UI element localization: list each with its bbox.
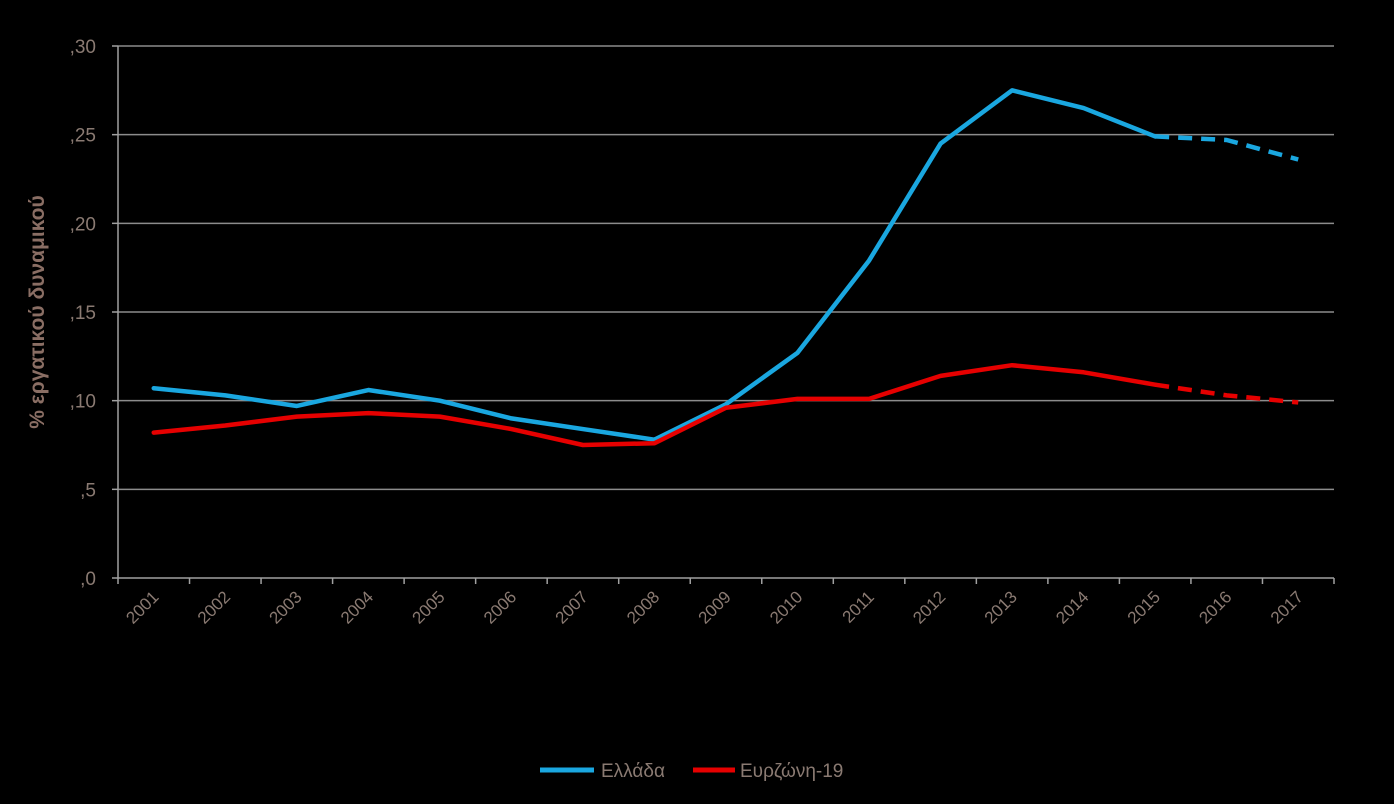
x-tick-label: 2016 [1195, 587, 1235, 627]
y-tick-labels: ,0 ,5 ,10 ,15 ,20 ,25 ,30 [70, 37, 96, 590]
x-tick-label: 2013 [981, 587, 1021, 627]
data-point [1082, 106, 1086, 110]
y-tick-label: ,0 [80, 569, 96, 590]
axis-layer [112, 45, 1335, 584]
data-point [366, 411, 370, 415]
x-tick-label: 2014 [1052, 587, 1092, 627]
legend: Ελλάδα Ευρζώνη-19 [540, 761, 843, 782]
data-point [438, 415, 442, 419]
x-tick-label: 2002 [194, 587, 234, 627]
x-tick-label: 2008 [623, 587, 663, 627]
x-tick-label: 2017 [1267, 587, 1307, 627]
x-tick-label: 2011 [839, 587, 878, 626]
x-tick-label: 2004 [337, 587, 377, 627]
data-point [1153, 383, 1157, 387]
data-point [581, 443, 585, 447]
legend-label-1: Ελλάδα [601, 761, 665, 782]
data-point [295, 415, 299, 419]
data-point [796, 351, 800, 355]
data-point [1225, 138, 1229, 142]
x-tick-label: 2006 [480, 587, 520, 627]
data-point [724, 406, 728, 410]
data-point [223, 423, 227, 427]
x-tick-label: 2007 [552, 587, 592, 627]
x-tick-label: 2001 [122, 587, 162, 627]
y-tick-label: ,15 [70, 303, 96, 324]
data-point [152, 386, 156, 390]
series-layer [151, 88, 1300, 448]
y-tick-label: ,20 [70, 214, 96, 235]
data-point [438, 399, 442, 403]
grid-layer [118, 45, 1334, 491]
series-line-1 [151, 88, 1158, 442]
data-point [939, 142, 943, 146]
data-point [295, 404, 299, 408]
data-point [509, 427, 513, 431]
data-point [867, 397, 871, 401]
data-point [867, 259, 871, 263]
series-forecast-line-1 [1155, 134, 1299, 162]
data-point [509, 416, 513, 420]
x-tick-label: 2005 [409, 587, 449, 627]
data-point [796, 397, 800, 401]
y-tick-label: ,5 [80, 480, 96, 501]
x-tick-label: 2010 [766, 587, 806, 627]
data-point [1010, 88, 1014, 92]
x-tick-label: 2009 [695, 587, 735, 627]
y-axis-label: % εργατικού δυναμικού [26, 195, 49, 428]
data-point [652, 441, 656, 445]
data-point [1082, 370, 1086, 374]
series-line-2 [151, 362, 1158, 448]
y-tick-label: ,10 [70, 392, 96, 413]
data-point [939, 374, 943, 378]
x-tick-label: 2003 [265, 587, 305, 627]
data-point [223, 393, 227, 397]
data-point [581, 427, 585, 431]
x-tick-label: 2015 [1124, 587, 1164, 627]
data-point [1010, 363, 1014, 367]
data-point [366, 388, 370, 392]
series-forecast-line-2 [1154, 382, 1299, 405]
data-point [1225, 393, 1229, 397]
y-tick-label: ,30 [70, 37, 96, 58]
y-tick-label: ,25 [70, 126, 96, 147]
data-point [1296, 400, 1300, 404]
x-tick-label: 2012 [909, 587, 949, 627]
data-point [1153, 134, 1157, 138]
x-tick-labels: 2001 2002 2003 2004 2005 2006 2007 2008 2009 2010… [122, 587, 1307, 627]
legend-label-2: Ευρζώνη-19 [740, 761, 843, 782]
data-point [152, 431, 156, 435]
data-point [1296, 157, 1300, 161]
